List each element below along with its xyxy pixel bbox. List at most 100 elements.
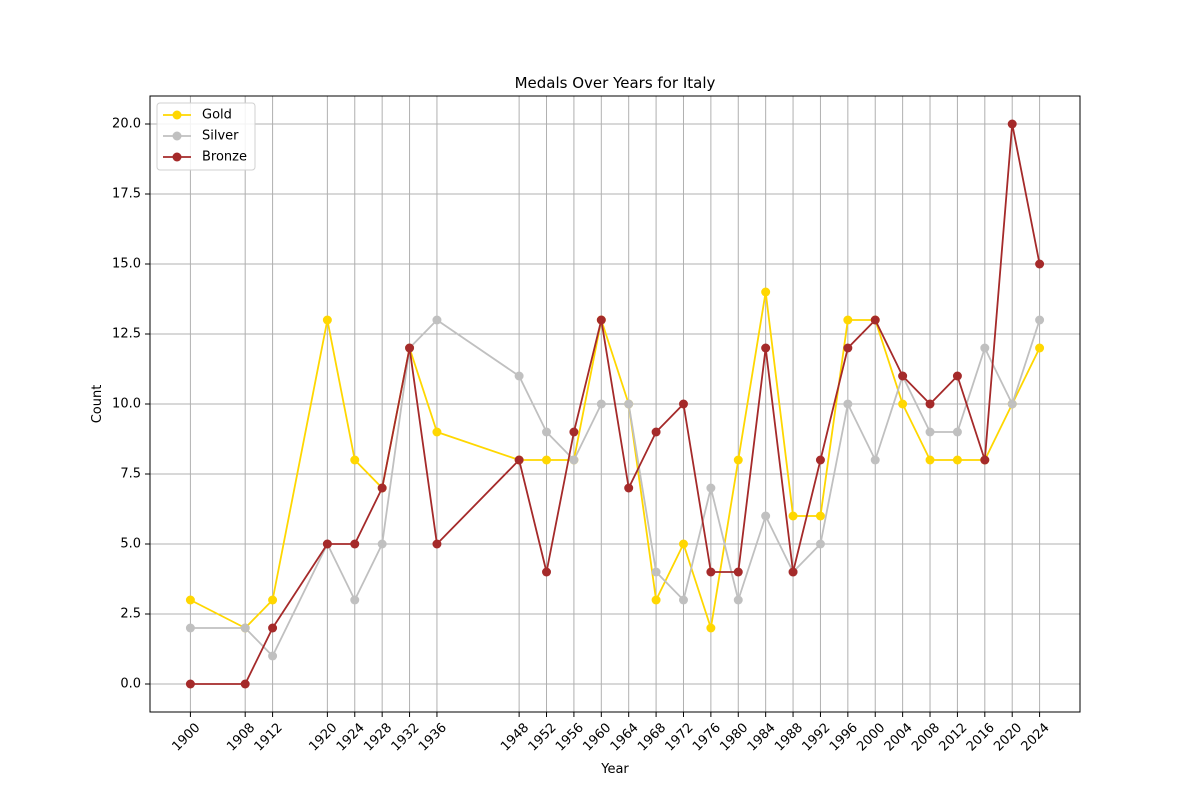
x-tick-label: 1928	[361, 720, 395, 754]
bronze-point	[898, 371, 908, 381]
gold-line	[190, 291, 1041, 629]
x-tick-label: 2008	[909, 720, 943, 754]
bronze-point	[706, 567, 716, 577]
bronze-point	[405, 343, 415, 353]
bronze-point	[542, 567, 552, 577]
x-tick-label: 2024	[1019, 720, 1053, 754]
x-tick-label: 1932	[389, 720, 423, 754]
bronze-line	[190, 123, 1041, 685]
x-tick-label: 1924	[334, 720, 368, 754]
silver-point	[733, 595, 743, 605]
y-tick-label: 12.5	[112, 327, 141, 342]
y-tick-label: 20.0	[112, 117, 141, 132]
y-tick-label: 17.5	[112, 187, 141, 202]
series-lines	[185, 119, 1045, 689]
silver-point	[870, 455, 880, 465]
bronze-point	[1007, 119, 1017, 129]
x-tick-label: 1968	[635, 720, 669, 754]
x-tick-label: 1936	[416, 720, 450, 754]
bronze-point	[788, 567, 798, 577]
gold-point	[350, 455, 360, 465]
silver-point	[980, 343, 990, 353]
legend-swatch-marker	[172, 131, 182, 141]
bronze-point	[377, 483, 387, 493]
bronze-point	[980, 455, 990, 465]
silver-point	[651, 567, 661, 577]
gold-point	[815, 511, 825, 521]
bronze-point	[322, 539, 332, 549]
x-tick-label: 1952	[526, 720, 560, 754]
series-silver	[185, 315, 1045, 661]
silver-line	[190, 319, 1041, 657]
x-tick-label: 1956	[553, 720, 587, 754]
silver-point	[706, 483, 716, 493]
bronze-point	[678, 399, 688, 409]
gold-point	[925, 455, 935, 465]
y-axis-label: Count	[90, 385, 105, 424]
legend-item-bronze: Bronze	[163, 150, 247, 165]
legend-label: Gold	[202, 108, 232, 123]
silver-point	[1007, 399, 1017, 409]
legend-swatch-marker	[172, 110, 182, 120]
chart-title: Medals Over Years for Italy	[515, 74, 716, 92]
gold-point	[788, 511, 798, 521]
x-tick-label: 1908	[224, 720, 258, 754]
silver-point	[377, 539, 387, 549]
bronze-point	[185, 679, 195, 689]
silver-point	[240, 623, 250, 633]
bronze-point	[1035, 259, 1045, 269]
gold-point	[185, 595, 195, 605]
x-tick-label: 2004	[882, 720, 916, 754]
silver-point	[185, 623, 195, 633]
silver-point	[569, 455, 579, 465]
x-tick-label: 2000	[854, 720, 888, 754]
bronze-point	[240, 679, 250, 689]
gold-point	[542, 455, 552, 465]
x-tick-label: 1964	[608, 720, 642, 754]
x-tick-label: 1992	[799, 720, 833, 754]
y-axis: 0.0 2.5 5.0 7.5 10.0 12.5 15.0 17.5 20.0	[112, 117, 150, 692]
x-tick-label: 1996	[827, 720, 861, 754]
y-tick-label: 7.5	[120, 467, 141, 482]
legend-label: Silver	[202, 129, 239, 144]
series-gold	[185, 287, 1045, 633]
x-tick-label: 1960	[580, 720, 614, 754]
silver-point	[1035, 315, 1045, 325]
gold-point	[843, 315, 853, 325]
bronze-point	[569, 427, 579, 437]
x-tick-label: 1972	[663, 720, 697, 754]
x-axis-label: Year	[600, 762, 629, 777]
silver-point	[761, 511, 771, 521]
silver-point	[815, 539, 825, 549]
bronze-point	[870, 315, 880, 325]
x-tick-label: 1948	[498, 720, 532, 754]
gold-point	[678, 539, 688, 549]
bronze-point	[952, 371, 962, 381]
silver-point	[624, 399, 634, 409]
y-tick-label: 0.0	[120, 677, 141, 692]
gold-point	[761, 287, 771, 297]
bronze-point	[350, 539, 360, 549]
gold-point	[898, 399, 908, 409]
gold-point	[952, 455, 962, 465]
silver-point	[432, 315, 442, 325]
bronze-point	[624, 483, 634, 493]
silver-point	[596, 399, 606, 409]
y-tick-label: 15.0	[112, 257, 141, 272]
x-tick-label: 1984	[745, 720, 779, 754]
legend-label: Bronze	[202, 150, 247, 165]
bronze-point	[815, 455, 825, 465]
x-tick-label: 2012	[936, 720, 970, 754]
y-tick-label: 2.5	[120, 607, 141, 622]
x-tick-label: 1900	[169, 720, 203, 754]
series-bronze	[185, 119, 1045, 689]
silver-point	[952, 427, 962, 437]
bronze-point	[843, 343, 853, 353]
bronze-point	[432, 539, 442, 549]
gold-point	[733, 455, 743, 465]
bronze-point	[761, 343, 771, 353]
silver-point	[678, 595, 688, 605]
gold-point	[706, 623, 716, 633]
